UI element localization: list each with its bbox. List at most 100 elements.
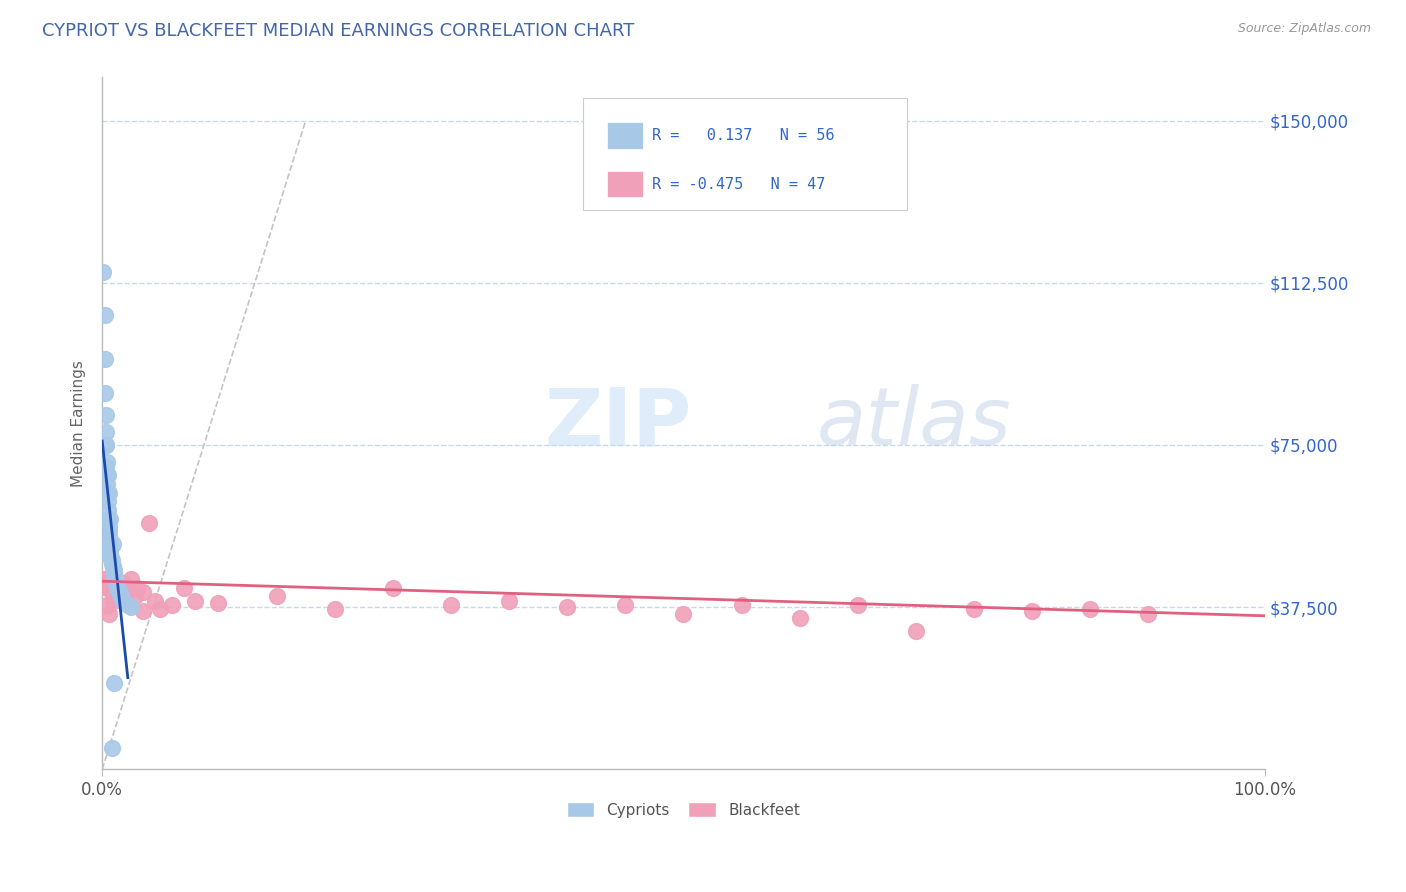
Point	[93, 386, 115, 401]
Point	[98, 533, 121, 548]
Point	[100, 557, 122, 571]
Point	[101, 593, 124, 607]
Point	[846, 598, 869, 612]
Point	[93, 265, 115, 279]
Point	[117, 582, 139, 597]
Point	[105, 576, 128, 591]
Point	[100, 555, 122, 569]
Point	[125, 581, 148, 595]
Point	[108, 585, 131, 599]
Point	[98, 529, 121, 543]
Point	[94, 438, 117, 452]
Point	[98, 548, 121, 562]
Point	[138, 516, 160, 530]
Point	[730, 598, 752, 612]
Point	[104, 570, 127, 584]
Point	[93, 308, 115, 322]
Point	[96, 485, 118, 500]
Legend: Cypriots, Blackfeet: Cypriots, Blackfeet	[561, 796, 806, 824]
Point	[104, 572, 127, 586]
Text: ZIP: ZIP	[544, 384, 692, 462]
Point	[108, 581, 131, 595]
Point	[1137, 607, 1160, 621]
Point	[207, 596, 229, 610]
Point	[160, 598, 183, 612]
Point	[114, 593, 136, 607]
Point	[323, 602, 346, 616]
Point	[96, 468, 118, 483]
Point	[103, 563, 125, 577]
Point	[93, 351, 115, 366]
Text: Source: ZipAtlas.com: Source: ZipAtlas.com	[1237, 22, 1371, 36]
Point	[98, 581, 121, 595]
Point	[124, 590, 146, 604]
Point	[97, 511, 120, 525]
Point	[117, 598, 139, 612]
Point	[98, 485, 121, 500]
Point	[96, 598, 118, 612]
Point	[100, 552, 122, 566]
Point	[1078, 602, 1101, 616]
Point	[114, 596, 136, 610]
Point	[498, 593, 520, 607]
Point	[98, 537, 121, 551]
Point	[93, 572, 115, 586]
Point	[101, 587, 124, 601]
Point	[94, 459, 117, 474]
Point	[100, 740, 122, 755]
Point	[98, 541, 121, 556]
Point	[120, 572, 142, 586]
Point	[112, 576, 135, 591]
Point	[105, 578, 128, 592]
Point	[98, 550, 121, 565]
Point	[143, 593, 166, 607]
Y-axis label: Median Earnings: Median Earnings	[72, 360, 86, 487]
Point	[132, 585, 155, 599]
Point	[132, 605, 155, 619]
Point	[97, 516, 120, 530]
Point	[94, 576, 117, 591]
Point	[789, 611, 811, 625]
Point	[101, 559, 124, 574]
Point	[105, 585, 128, 599]
Point	[103, 566, 125, 580]
Point	[98, 511, 121, 525]
Point	[104, 576, 127, 591]
Point	[440, 598, 463, 612]
Text: R = -0.475   N = 47: R = -0.475 N = 47	[652, 177, 825, 192]
Point	[107, 582, 129, 597]
Point	[97, 503, 120, 517]
Point	[94, 408, 117, 422]
Point	[108, 587, 131, 601]
Point	[94, 438, 117, 452]
Point	[963, 602, 986, 616]
Text: R =   0.137   N = 56: R = 0.137 N = 56	[652, 128, 835, 144]
Point	[111, 591, 134, 606]
Point	[105, 590, 128, 604]
Point	[120, 600, 142, 615]
Point	[98, 520, 121, 534]
Point	[98, 607, 121, 621]
Point	[98, 546, 121, 560]
Point	[614, 598, 637, 612]
Point	[98, 574, 121, 589]
Point	[173, 581, 195, 595]
Point	[904, 624, 927, 638]
Point	[101, 561, 124, 575]
Point	[103, 567, 125, 582]
Point	[266, 590, 288, 604]
Point	[149, 602, 172, 616]
Point	[97, 494, 120, 508]
Point	[105, 574, 128, 589]
Point	[97, 468, 120, 483]
Point	[94, 425, 117, 439]
Point	[101, 537, 124, 551]
Point	[103, 675, 125, 690]
Point	[100, 582, 122, 597]
Point	[381, 581, 404, 595]
Point	[96, 476, 118, 491]
Point	[105, 581, 128, 595]
Point	[103, 572, 125, 586]
Point	[97, 524, 120, 539]
Point	[1021, 605, 1043, 619]
